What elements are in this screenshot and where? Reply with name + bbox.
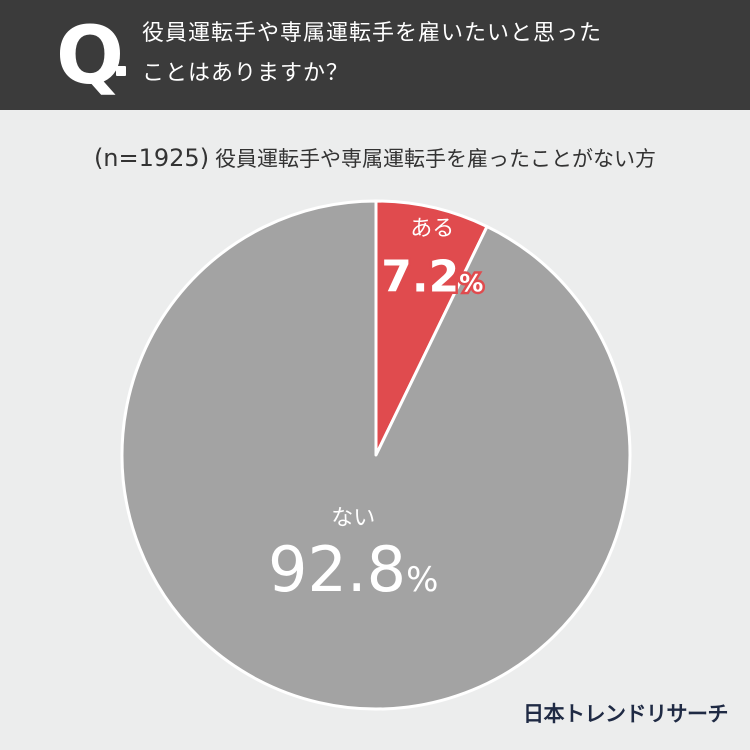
slice-value: 92.8% xyxy=(268,533,438,606)
pie-slices xyxy=(120,199,632,711)
slice-label: ない xyxy=(331,506,375,531)
question-header: Q 役員運転手や専属運転手を雇いたいと思った ことはありますか？ xyxy=(0,0,750,110)
brand-logo: 日本トレンドリサーチ xyxy=(523,702,729,726)
respondent-group: 役員運転手や専属運転手を雇ったことがない方 xyxy=(215,147,657,171)
sample-size: (n=1925) xyxy=(93,144,210,172)
pie-slice xyxy=(120,199,632,711)
question-mark-dot xyxy=(116,66,126,76)
sample-subtitle: (n=1925) 役員運転手や専属運転手を雇ったことがない方 xyxy=(0,140,750,177)
pie-slice xyxy=(374,199,489,457)
question-text: 役員運転手や専属運転手を雇いたいと思った ことはありますか？ xyxy=(142,14,722,94)
question-line-1: 役員運転手や専属運転手を雇いたいと思った xyxy=(142,21,603,46)
slice-label: ある xyxy=(410,217,454,242)
question-mark-q: Q xyxy=(56,9,125,102)
question-line-2: ことはありますか？ xyxy=(142,61,350,86)
slice-value: 7.2% xyxy=(381,252,483,303)
